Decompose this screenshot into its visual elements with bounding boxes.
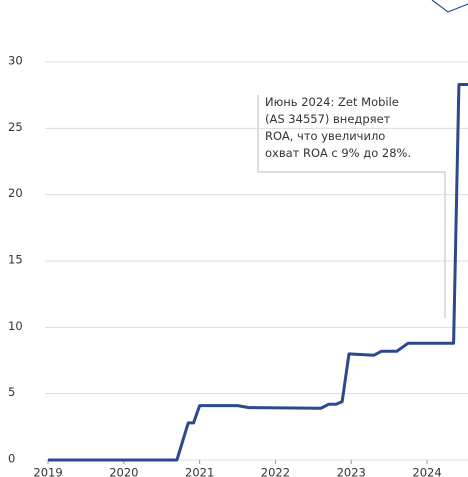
- y-tick-label: 5: [8, 385, 15, 399]
- x-tick-label: 2020: [109, 466, 138, 477]
- y-tick-label: 15: [8, 253, 23, 267]
- annotation: ROA, что увеличило: [265, 129, 385, 143]
- y-tick-label: 25: [8, 120, 23, 134]
- annotation-leader: [257, 95, 446, 318]
- logo-fragment: [431, 0, 468, 13]
- x-tick-label: 2023: [337, 466, 366, 477]
- y-tick-label: 10: [8, 319, 23, 333]
- y-tick-label: 0: [8, 452, 15, 466]
- y-tick-label: 30: [8, 54, 23, 68]
- annotation: (AS 34557) внедряет: [265, 112, 391, 126]
- data-line: [48, 83, 468, 462]
- x-tick-label: 2022: [261, 466, 290, 477]
- x-tick-label: 2024: [412, 466, 441, 477]
- x-tick-label: 2021: [185, 466, 214, 477]
- annotation: охват ROA с 9% до 28%.: [265, 146, 411, 160]
- x-tick-label: 2019: [33, 466, 62, 477]
- y-tick-label: 20: [8, 186, 23, 200]
- annotation: Июнь 2024: Zet Mobile: [265, 95, 399, 109]
